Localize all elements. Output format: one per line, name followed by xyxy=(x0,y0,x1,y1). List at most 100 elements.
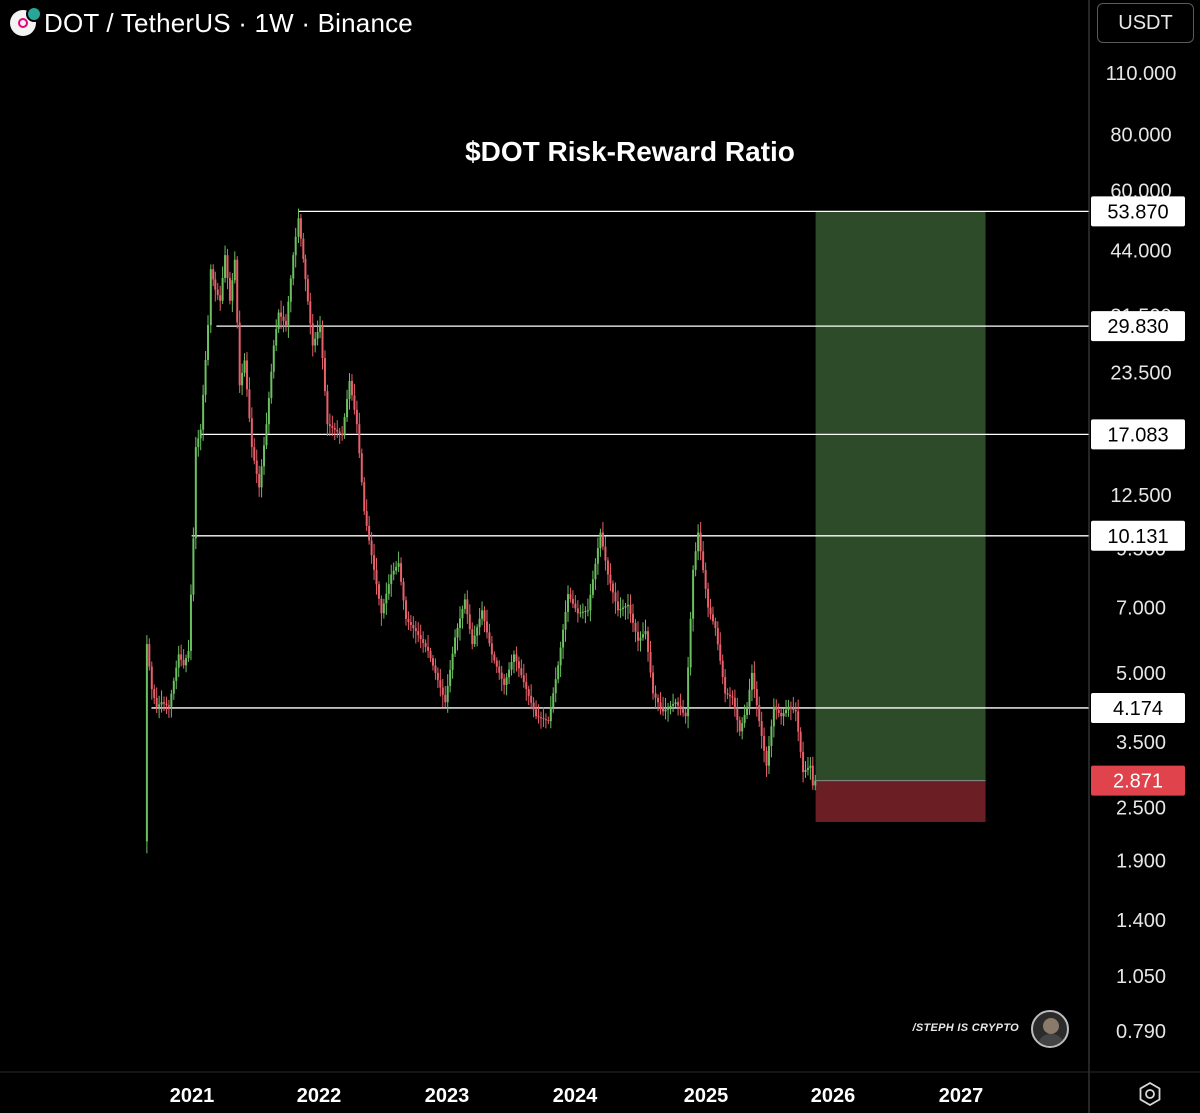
candle xyxy=(679,693,682,716)
candle xyxy=(682,699,685,717)
time-tick-label: 2022 xyxy=(297,1085,342,1107)
symbol-title: DOT / TetherUS · 1W · Binance xyxy=(44,7,413,38)
candle xyxy=(574,595,577,613)
exchange-badge-icon xyxy=(26,6,42,22)
position-zones xyxy=(815,211,986,822)
time-tick-label: 2024 xyxy=(553,1085,598,1107)
candle xyxy=(360,448,363,486)
candle xyxy=(611,580,614,604)
level-tag-2[interactable] xyxy=(1091,419,1185,450)
candle xyxy=(654,685,657,708)
candle xyxy=(341,425,344,441)
candle xyxy=(311,314,314,357)
candle xyxy=(343,413,346,439)
avatar xyxy=(1031,1010,1069,1048)
level-tag-1[interactable] xyxy=(1091,311,1185,342)
candle xyxy=(353,383,356,415)
candle xyxy=(331,415,334,437)
candle xyxy=(387,574,390,600)
price-tick-label: 110.000 xyxy=(1106,63,1177,85)
candle xyxy=(148,638,151,671)
candle xyxy=(689,611,692,676)
candle xyxy=(348,373,351,410)
candle xyxy=(495,657,498,673)
candle xyxy=(226,248,229,290)
candle xyxy=(358,412,361,459)
candle xyxy=(535,700,538,720)
candle xyxy=(456,623,459,651)
candle xyxy=(500,665,503,692)
candle xyxy=(621,599,624,617)
settings-button[interactable] xyxy=(1134,1078,1166,1110)
stop-zone[interactable] xyxy=(815,780,986,822)
candle xyxy=(306,274,309,305)
candle xyxy=(209,264,212,333)
candle xyxy=(758,696,761,727)
candle xyxy=(806,757,809,776)
candle xyxy=(579,604,582,618)
candle xyxy=(792,696,795,714)
candle xyxy=(659,692,662,715)
candle xyxy=(441,678,444,708)
candle xyxy=(609,563,612,592)
candle xyxy=(505,673,508,696)
candle xyxy=(508,662,511,685)
candle xyxy=(182,649,185,669)
candle xyxy=(377,581,380,606)
candle xyxy=(245,352,248,397)
candle xyxy=(729,687,732,708)
candle xyxy=(414,620,417,644)
candle xyxy=(490,636,493,663)
candle xyxy=(375,557,378,595)
candle xyxy=(527,685,530,706)
symbol-header[interactable]: DOT / TetherUS · 1W · Binance xyxy=(10,6,413,40)
candle xyxy=(160,690,163,713)
price-tick-label: 1.900 xyxy=(1116,851,1166,873)
currency-button[interactable]: USDT xyxy=(1097,3,1194,43)
candle xyxy=(189,584,192,661)
price-tick-label: 1.050 xyxy=(1116,966,1166,988)
candle xyxy=(192,527,195,602)
candle xyxy=(716,621,719,651)
price-tick-label: 1.400 xyxy=(1116,910,1166,932)
candle xyxy=(586,598,589,617)
candle xyxy=(228,271,231,305)
level-tag-4[interactable] xyxy=(1091,692,1185,723)
candle xyxy=(297,208,300,244)
candle xyxy=(616,590,619,617)
candle xyxy=(243,353,246,377)
candle xyxy=(557,661,560,684)
candle xyxy=(596,537,599,575)
candle xyxy=(172,677,175,700)
candle xyxy=(292,252,295,286)
candle xyxy=(731,690,734,706)
level-tag-3[interactable] xyxy=(1091,520,1185,551)
candle xyxy=(395,561,398,575)
candle xyxy=(202,384,205,441)
candle xyxy=(304,254,307,292)
candle xyxy=(390,564,393,597)
candle xyxy=(552,687,555,713)
candle xyxy=(639,631,642,652)
candle xyxy=(204,351,207,403)
candle xyxy=(544,713,547,729)
candle xyxy=(564,600,567,642)
candle xyxy=(370,532,373,564)
candle xyxy=(515,646,518,672)
candle xyxy=(476,624,479,647)
candle xyxy=(153,684,156,705)
candle xyxy=(760,711,763,749)
candle xyxy=(478,607,481,636)
candle xyxy=(238,310,241,394)
candle xyxy=(707,582,710,618)
chart-title: $DOT Risk-Reward Ratio xyxy=(465,136,795,167)
candle xyxy=(591,570,594,599)
candle xyxy=(314,332,317,353)
level-tag-0[interactable] xyxy=(1091,196,1185,227)
candle xyxy=(284,314,287,332)
target-zone[interactable] xyxy=(815,211,986,781)
candle xyxy=(323,350,326,396)
current-price-tag[interactable] xyxy=(1091,765,1185,796)
